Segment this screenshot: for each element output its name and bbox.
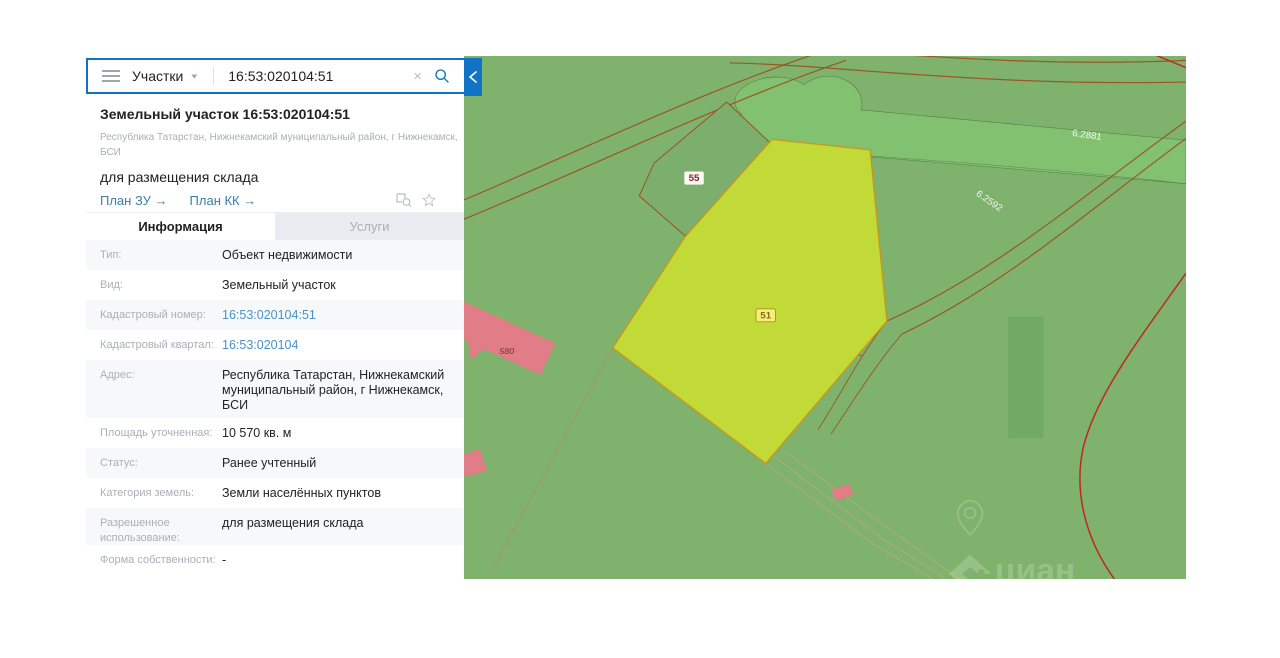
svg-text:51: 51 <box>760 310 771 321</box>
svg-text:6.2592: 6.2592 <box>974 189 1005 215</box>
svg-text:циан: циан <box>995 553 1075 579</box>
svg-text:55: 55 <box>689 173 700 184</box>
svg-text:580: 580 <box>499 346 514 356</box>
